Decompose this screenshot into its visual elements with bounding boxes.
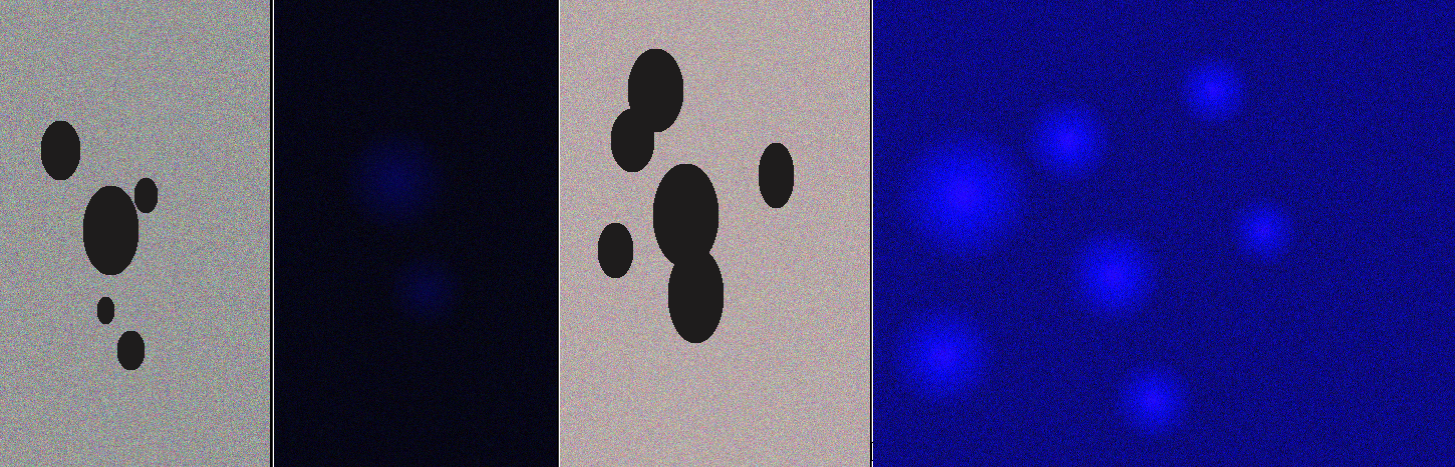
Text: B: B	[1406, 19, 1422, 39]
Text: B: B	[594, 115, 615, 150]
Text: LT: LT	[818, 444, 834, 459]
Text: B: B	[768, 250, 789, 285]
Text: V$_{\mathsf{HC}}$: V$_{\mathsf{HC}}$	[928, 81, 954, 115]
Text: L$_{\mathsf{HC}}$: L$_{\mathsf{HC}}$	[905, 30, 930, 64]
Text: B: B	[99, 206, 144, 230]
Text: UV: UV	[873, 444, 895, 459]
Text: L$_{\mathsf{H_2O}}$: L$_{\mathsf{H_2O}}$	[415, 137, 445, 156]
Text: L: L	[611, 45, 631, 80]
Bar	[1312, 392, 1455, 446]
Text: L: L	[652, 194, 671, 229]
Text: V$_{\mathsf{HC}}$: V$_{\mathsf{HC}}$	[1132, 207, 1158, 241]
Text: 15 μm: 15 μm	[1355, 398, 1395, 411]
Text: B: B	[604, 255, 626, 290]
Text: A: A	[10, 19, 26, 39]
Text: UV: UV	[276, 19, 298, 34]
Text: LT: LT	[215, 19, 231, 34]
Bar	[349, 392, 499, 446]
Text: 5 μm: 5 μm	[390, 398, 422, 411]
Text: V$_{\mathsf{HC}}$: V$_{\mathsf{HC}}$	[963, 315, 989, 348]
Text: L$_{\mathsf{HC}}$: L$_{\mathsf{HC}}$	[1069, 161, 1094, 194]
Text: L: L	[691, 236, 711, 272]
Text: L: L	[138, 129, 183, 170]
Text: B: B	[332, 236, 342, 250]
Text: L$_{\mathsf{HC}}$: L$_{\mathsf{HC}}$	[1004, 254, 1029, 288]
